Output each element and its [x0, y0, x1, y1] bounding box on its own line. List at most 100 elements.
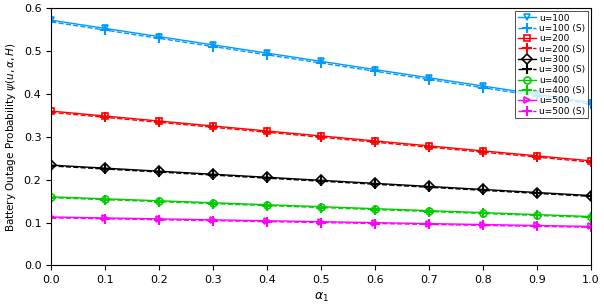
Line: u=500 (S): u=500 (S) — [47, 213, 596, 232]
Line: u=300: u=300 — [48, 162, 594, 199]
u=500 (S) — [425, 223, 432, 226]
u=500 — [318, 220, 325, 224]
u=100 — [263, 51, 271, 55]
Line: u=100: u=100 — [48, 17, 594, 106]
u=400 — [48, 195, 55, 199]
u=300 — [480, 188, 487, 191]
u=400 — [318, 205, 325, 209]
u=500 (S) — [101, 217, 109, 221]
u=100 (S) — [101, 28, 109, 32]
u=500 (S) — [318, 221, 325, 225]
u=100 (S) — [480, 86, 487, 90]
Line: u=400: u=400 — [48, 193, 594, 220]
u=500 — [533, 224, 541, 227]
u=100 (S) — [425, 78, 432, 81]
u=500 (S) — [156, 218, 163, 221]
u=200 — [48, 109, 55, 113]
u=400 (S) — [48, 196, 55, 200]
Legend: u=100, u=100 (S), u=200, u=200 (S), u=300, u=300 (S), u=400, u=400 (S), u=500, u: u=100, u=100 (S), u=200, u=200 (S), u=30… — [515, 11, 588, 119]
u=300 — [101, 166, 109, 170]
u=200 (S) — [588, 160, 595, 164]
u=500 — [588, 225, 595, 228]
u=300 (S) — [480, 188, 487, 192]
u=300 (S) — [371, 182, 379, 186]
u=200 — [588, 159, 595, 163]
u=300 — [48, 163, 55, 167]
u=200 — [156, 119, 163, 123]
u=400 — [210, 201, 217, 205]
u=100 (S) — [48, 20, 55, 24]
u=300 — [533, 191, 541, 194]
u=300 — [425, 184, 432, 188]
u=200 — [480, 149, 487, 153]
u=500 (S) — [210, 219, 217, 223]
u=500 — [101, 216, 109, 220]
u=100 (S) — [371, 69, 379, 73]
Line: u=100 (S): u=100 (S) — [47, 17, 596, 109]
u=500 (S) — [480, 224, 487, 227]
u=500 (S) — [588, 225, 595, 229]
u=200 — [210, 124, 217, 128]
u=100 — [48, 18, 55, 22]
u=200 (S) — [533, 155, 541, 159]
u=100 — [533, 92, 541, 96]
u=400 (S) — [371, 208, 379, 211]
u=300 (S) — [588, 195, 595, 198]
u=500 — [48, 215, 55, 219]
u=300 (S) — [318, 179, 325, 183]
u=200 (S) — [480, 150, 487, 154]
u=500 (S) — [48, 216, 55, 220]
u=200 (S) — [210, 125, 217, 129]
u=100 — [371, 68, 379, 71]
u=300 — [156, 169, 163, 173]
u=400 (S) — [101, 198, 109, 201]
u=400 (S) — [588, 216, 595, 219]
u=400 — [263, 203, 271, 207]
u=200 (S) — [318, 136, 325, 139]
u=100 — [480, 84, 487, 88]
u=400 — [533, 213, 541, 217]
Line: u=400 (S): u=400 (S) — [47, 193, 596, 222]
u=500 — [480, 223, 487, 226]
u=200 — [101, 114, 109, 118]
u=400 (S) — [263, 204, 271, 208]
Line: u=500: u=500 — [48, 213, 594, 230]
u=300 — [588, 194, 595, 197]
u=300 (S) — [48, 164, 55, 168]
u=500 — [371, 221, 379, 225]
u=500 (S) — [263, 220, 271, 224]
u=100 — [425, 76, 432, 80]
u=200 (S) — [48, 111, 55, 114]
u=300 (S) — [263, 176, 271, 180]
u=400 — [101, 197, 109, 201]
u=100 — [588, 101, 595, 104]
u=100 (S) — [533, 94, 541, 98]
u=100 (S) — [156, 37, 163, 40]
u=400 — [480, 211, 487, 214]
u=300 — [318, 179, 325, 182]
u=400 (S) — [210, 202, 217, 205]
u=200 (S) — [263, 130, 271, 134]
Line: u=200: u=200 — [48, 107, 594, 164]
u=200 (S) — [371, 140, 379, 144]
u=400 (S) — [156, 200, 163, 204]
u=200 — [371, 139, 379, 143]
u=100 — [210, 43, 217, 47]
X-axis label: $\alpha_1$: $\alpha_1$ — [313, 291, 329, 304]
u=100 (S) — [210, 45, 217, 48]
u=400 (S) — [425, 210, 432, 213]
u=200 (S) — [425, 145, 432, 149]
u=400 — [425, 209, 432, 213]
u=300 — [263, 176, 271, 179]
u=500 (S) — [533, 225, 541, 228]
u=500 — [210, 218, 217, 222]
u=400 — [588, 215, 595, 218]
u=500 — [263, 219, 271, 223]
Y-axis label: Battery Outage Probability $\psi(u,\alpha,H)$: Battery Outage Probability $\psi(u,\alph… — [4, 42, 18, 232]
u=300 (S) — [156, 170, 163, 174]
u=400 — [371, 207, 379, 211]
u=200 (S) — [101, 116, 109, 119]
u=300 — [210, 172, 217, 176]
u=100 — [156, 35, 163, 38]
u=300 — [371, 181, 379, 185]
